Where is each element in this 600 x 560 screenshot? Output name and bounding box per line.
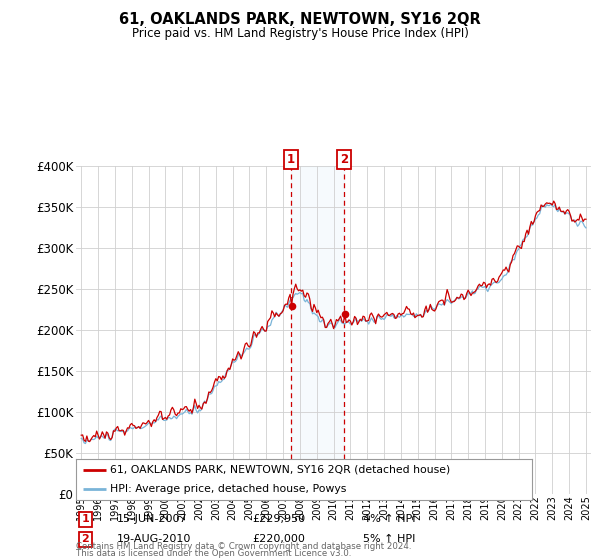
Text: 61, OAKLANDS PARK, NEWTOWN, SY16 2QR (detached house): 61, OAKLANDS PARK, NEWTOWN, SY16 2QR (de… — [110, 465, 451, 475]
Text: 1: 1 — [82, 514, 89, 524]
Text: 2: 2 — [82, 534, 89, 544]
Text: £229,950: £229,950 — [252, 514, 305, 524]
Text: 2: 2 — [340, 153, 348, 166]
Bar — [291, 166, 344, 494]
Text: Price paid vs. HM Land Registry's House Price Index (HPI): Price paid vs. HM Land Registry's House … — [131, 27, 469, 40]
Text: 61, OAKLANDS PARK, NEWTOWN, SY16 2QR: 61, OAKLANDS PARK, NEWTOWN, SY16 2QR — [119, 12, 481, 27]
Text: This data is licensed under the Open Government Licence v3.0.: This data is licensed under the Open Gov… — [76, 549, 352, 558]
Text: 19-AUG-2010: 19-AUG-2010 — [117, 534, 191, 544]
Text: 15-JUN-2007: 15-JUN-2007 — [117, 514, 188, 524]
Text: HPI: Average price, detached house, Powys: HPI: Average price, detached house, Powy… — [110, 484, 347, 494]
Text: 1: 1 — [287, 153, 295, 166]
Text: Contains HM Land Registry data © Crown copyright and database right 2024.: Contains HM Land Registry data © Crown c… — [76, 542, 412, 551]
Text: 5% ↑ HPI: 5% ↑ HPI — [363, 534, 415, 544]
Text: 4% ↑ HPI: 4% ↑ HPI — [363, 514, 415, 524]
Text: £220,000: £220,000 — [252, 534, 305, 544]
